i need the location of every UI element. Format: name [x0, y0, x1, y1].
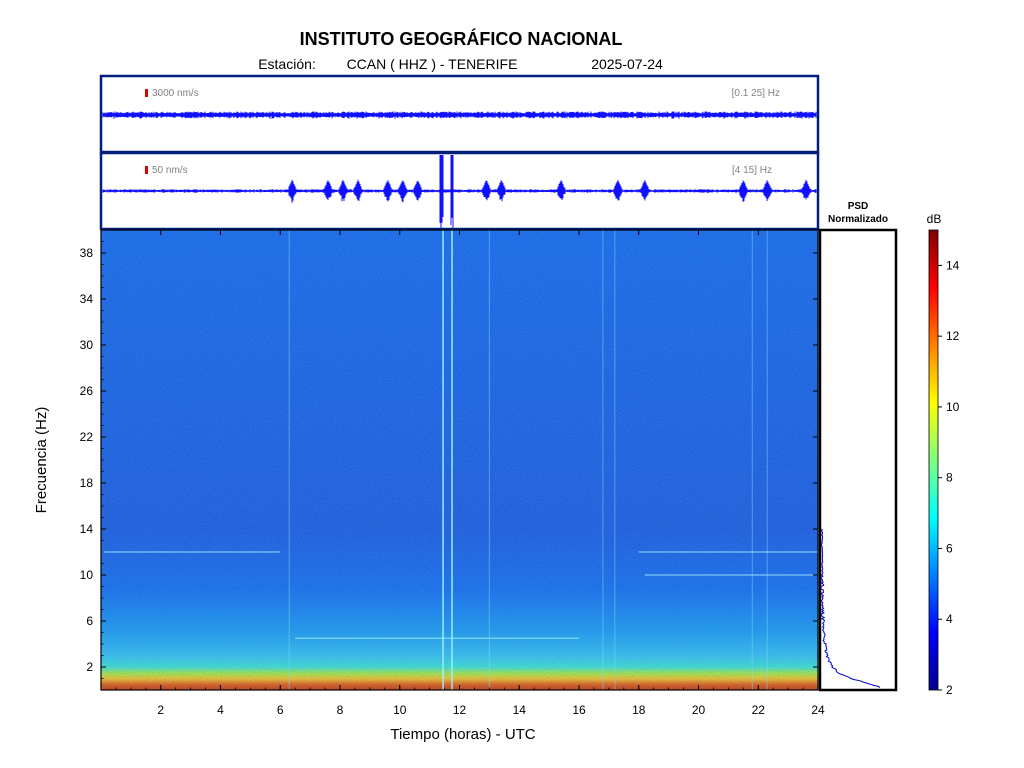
y-tick-label: 34	[80, 292, 94, 306]
scale-label: 50 nm/s	[152, 165, 188, 176]
psd-curve	[820, 528, 881, 689]
seismogram-panel-broadband: 3000 nm/s [0.1 25] Hz	[99, 74, 820, 154]
y-tick-label: 38	[80, 246, 94, 260]
scale-bar-red	[145, 89, 148, 97]
colorbar-ticks: 2 4 6 8 10 12 14	[938, 258, 960, 697]
y-tick-label: 6	[86, 614, 93, 628]
x-tick-label: 16	[572, 703, 586, 717]
y-tick-label: 10	[80, 568, 94, 582]
y-tick-label: 26	[80, 384, 94, 398]
band-label: [4 15] Hz	[732, 165, 772, 176]
spectrogram: 2 4 6 8 10 12 14 16 18 20 22 24 261014182226303438 …	[33, 229, 825, 743]
y-tick-label: 30	[80, 338, 94, 352]
x-tick-label: 24	[811, 703, 825, 717]
y-axis-label: Frecuencia (Hz)	[33, 407, 50, 514]
colorbar-scale	[928, 229, 939, 691]
y-tick-label: 18	[80, 476, 94, 490]
psd-panel: PSD Normalizado	[818, 201, 898, 692]
x-axis-label: Tiempo (horas) - UTC	[390, 726, 535, 743]
colorbar: dB 2 4 6 8 10 12 14	[927, 212, 960, 697]
scale-bar-red	[145, 166, 148, 174]
seismogram-panel-filtered: 50 nm/s [4 15] Hz	[99, 151, 820, 231]
colorbar-tick-label: 10	[946, 400, 960, 414]
colorbar-tick-label: 12	[946, 329, 960, 343]
x-axis: 2 4 6 8 10 12 14 16 18 20 22 24	[115, 230, 825, 717]
x-tick-label: 22	[752, 703, 766, 717]
psd-title: PSD	[848, 201, 869, 212]
seismogram-trace	[102, 155, 817, 228]
x-tick-label: 8	[337, 703, 344, 717]
x-tick-label: 2	[157, 703, 164, 717]
spectrogram-texture	[101, 230, 818, 690]
colorbar-tick-label: 6	[946, 541, 953, 555]
colorbar-label: dB	[927, 212, 942, 226]
psd-frame	[818, 228, 898, 692]
band-label: [0.1 25] Hz	[732, 88, 780, 99]
spectrogram-features	[101, 230, 818, 690]
x-tick-label: 10	[393, 703, 407, 717]
figure-title: INSTITUTO GEOGRÁFICO NACIONAL	[300, 28, 623, 49]
x-tick-label: 20	[692, 703, 706, 717]
y-tick-label: 2	[86, 660, 93, 674]
date-label: 2025-07-24	[591, 56, 663, 72]
x-tick-label: 4	[217, 703, 224, 717]
scale-label: 3000 nm/s	[152, 88, 199, 99]
y-tick-label: 22	[80, 430, 94, 444]
station-name: CCAN ( HHZ ) - TENERIFE	[347, 56, 518, 72]
colorbar-tick-label: 8	[946, 471, 953, 485]
x-tick-label: 14	[513, 703, 527, 717]
x-tick-label: 12	[453, 703, 467, 717]
colorbar-tick-label: 2	[946, 683, 953, 697]
colorbar-tick-label: 4	[946, 612, 953, 626]
x-tick-label: 6	[277, 703, 284, 717]
seismogram-trace	[102, 111, 817, 119]
y-tick-label: 14	[80, 522, 94, 536]
station-label: Estación:	[258, 56, 316, 72]
colorbar-tick-label: 14	[946, 258, 960, 272]
x-tick-label: 18	[632, 703, 646, 717]
psd-subtitle: Normalizado	[828, 214, 888, 225]
